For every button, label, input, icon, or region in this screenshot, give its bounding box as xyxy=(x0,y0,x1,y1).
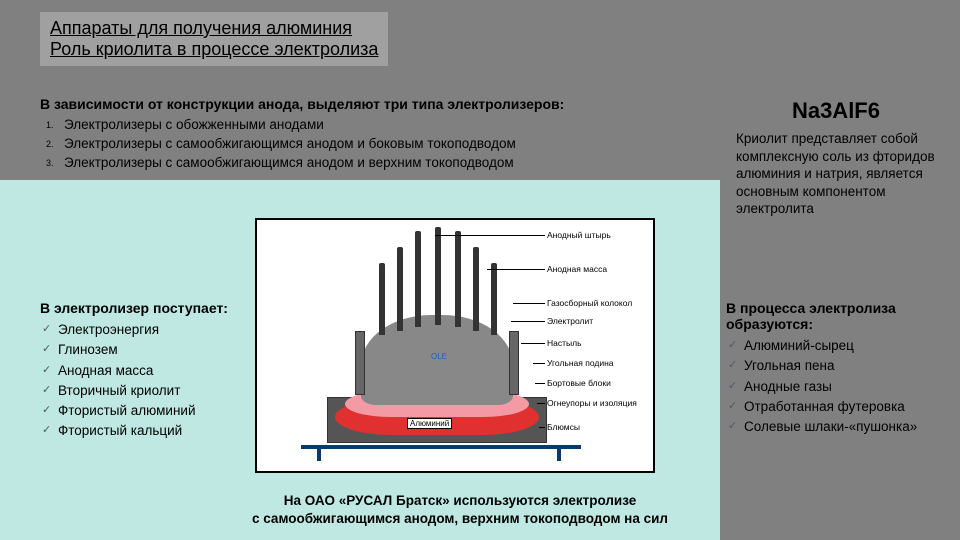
diagram-callout: Настыль xyxy=(547,338,582,348)
electrolyzer-diagram: Алюминий OLE Анодный штырь Анодная масса Г… xyxy=(255,218,655,478)
diagram-callout: Электролит xyxy=(547,316,593,326)
list-item: Вторичный криолит xyxy=(40,381,250,401)
list-item: Анодная масса xyxy=(40,361,250,381)
side-wall-left xyxy=(355,331,365,395)
title-block: Аппараты для получения алюминия Роль кри… xyxy=(40,12,388,66)
anode-stub xyxy=(473,247,479,331)
diagram-frame: Алюминий OLE Анодный штырь Анодная масса Г… xyxy=(255,218,655,473)
anode-stub xyxy=(491,263,497,335)
list-item: Отработанная футеровка xyxy=(726,397,936,417)
intro-block: В зависимости от конструкции анода, выде… xyxy=(40,96,660,173)
diagram-callout: Огнеупоры и изоляция xyxy=(547,398,637,408)
title-line-1: Аппараты для получения алюминия xyxy=(50,18,378,39)
anode-stub xyxy=(397,247,403,331)
intro-heading: В зависимости от конструкции анода, выде… xyxy=(40,96,660,112)
list-item: Фтористый алюминий xyxy=(40,401,250,421)
list-item: 1.Электролизеры с обожженными анодами xyxy=(40,116,660,135)
diagram-callout: Газосборный колокол xyxy=(547,298,632,308)
diagram-callout: Анодный штырь xyxy=(547,230,611,240)
list-item: Угольная пена xyxy=(726,356,936,376)
list-item: 2.Электролизеры с самообжигающимся анодо… xyxy=(40,135,660,154)
diagram-callout: Анодная масса xyxy=(547,264,607,274)
list-item: Солевые шлаки-«пушонка» xyxy=(726,417,936,437)
bus-leg xyxy=(557,447,561,461)
list-item-text: Электролизеры с обожженными анодами xyxy=(64,117,324,132)
list-item: Анодные газы xyxy=(726,377,936,397)
footer-line-2: с самообжигающимся анодом, верхним токоп… xyxy=(252,511,668,526)
diagram-callout: Угольная подина xyxy=(547,358,614,368)
anode-stub xyxy=(415,231,421,327)
list-item: 3.Электролизеры с самообжигающимся анодо… xyxy=(40,154,660,173)
list-item-text: Электролизеры с самообжигающимся анодом … xyxy=(64,155,514,170)
side-wall-right xyxy=(509,331,519,395)
anode-stub xyxy=(455,231,461,327)
bus-bar xyxy=(301,445,581,449)
bus-leg xyxy=(317,447,321,461)
title-line-2: Роль криолита в процессе электролиза xyxy=(50,39,378,60)
footer-line-1: На ОАО «РУСАЛ Братск» используются элект… xyxy=(284,493,637,508)
list-item: Глинозем xyxy=(40,340,250,360)
outputs-heading: В процесса электролиза образуются: xyxy=(726,300,936,332)
list-item: Фтористый кальций xyxy=(40,421,250,441)
list-item: Алюминий-сырец xyxy=(726,336,936,356)
anode-stub xyxy=(435,227,441,325)
aluminium-label: Алюминий xyxy=(407,418,452,429)
inputs-heading: В электролизер поступает: xyxy=(40,300,250,316)
outputs-block: В процесса электролиза образуются: Алюми… xyxy=(726,300,936,437)
anode-stub xyxy=(379,263,385,335)
cryolite-description: Криолит представляет собой комплексную с… xyxy=(736,130,936,218)
inputs-block: В электролизер поступает: Электроэнергия… xyxy=(40,300,250,442)
inputs-list: ЭлектроэнергияГлиноземАнодная массаВтори… xyxy=(40,320,250,442)
ole-placeholder: OLE xyxy=(431,352,447,361)
diagram-callout: Блюмсы xyxy=(547,422,580,432)
electrolyzer-types-list: 1.Электролизеры с обожженными анодами 2.… xyxy=(40,116,660,173)
list-item: Электроэнергия xyxy=(40,320,250,340)
footer-text: На ОАО «РУСАЛ Братск» используются элект… xyxy=(210,492,710,527)
diagram-callout: Бортовые блоки xyxy=(547,378,611,388)
list-item-text: Электролизеры с самообжигающимся анодом … xyxy=(64,136,516,151)
outputs-list: Алюминий-сырецУгольная пенаАнодные газыО… xyxy=(726,336,936,437)
cryolite-formula: Na3AlF6 xyxy=(792,98,880,124)
